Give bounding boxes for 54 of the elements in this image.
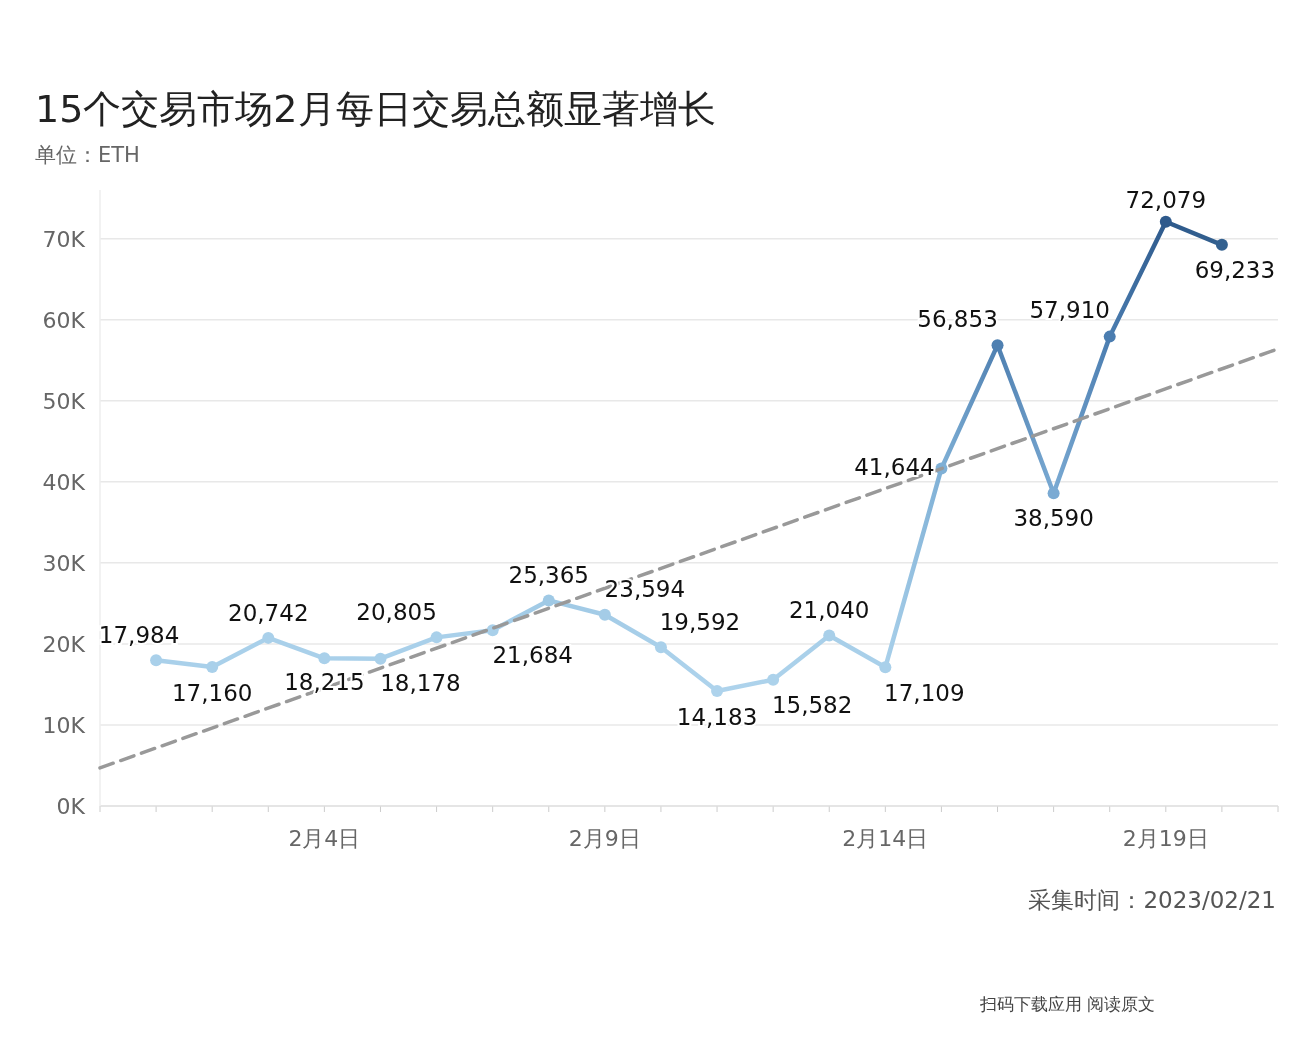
point [1047,487,1060,500]
data-label: 20,742 [228,599,309,626]
point [991,339,1004,352]
data-label: 41,644 [854,454,935,481]
y-tick-label: 60K [42,307,86,333]
chart-subtitle: 单位：ETH [35,143,140,167]
data-label: 18,178 [380,669,461,696]
x-tick-label: 2月9日 [568,826,641,851]
y-tick-label: 40K [42,469,86,495]
data-label: 19,592 [659,609,741,636]
y-tick-label: 50K [42,388,86,414]
data-label: 38,590 [1013,505,1094,532]
point [879,661,892,674]
x-tick-label: 2月19日 [1122,826,1209,851]
data-label: 15,582 [771,691,853,718]
point [430,631,443,644]
text: 扫码下载应用 阅读原文 [978,994,1155,1014]
point [542,594,555,607]
data-label: 56,853 [917,306,998,333]
data-label: 20,805 [356,599,437,626]
point [1103,330,1116,343]
data-label: 72,079 [1125,186,1207,213]
data-label: 17,109 [884,680,965,707]
point [1215,238,1228,251]
y-tick-label: 0K [56,794,86,819]
point [654,641,667,654]
data-label: 69,233 [1194,256,1276,283]
data-label: 21,684 [492,642,573,669]
data-label: 14,183 [676,704,758,731]
point [374,652,387,665]
point [598,608,611,621]
point [711,685,724,698]
point [150,654,163,667]
x-tick-label: 2月4日 [288,826,361,851]
data-label: 23,594 [604,575,686,602]
point [1159,215,1172,228]
data-label: 57,910 [1029,296,1110,323]
point [823,629,836,642]
point [206,660,219,673]
text: 采集时间：2023/02/21 [1028,887,1276,913]
point [767,673,780,686]
y-tick-label: 20K [42,631,86,657]
y-tick-label: 10K [42,712,86,738]
data-label: 17,984 [98,622,180,649]
data-label: 21,040 [789,597,870,624]
data-label: 17,160 [171,679,253,706]
y-tick-label: 70K [42,226,86,252]
data-label: 18,215 [284,669,365,696]
x-tick-label: 2月14日 [842,826,929,851]
point [318,652,331,665]
point [262,631,275,644]
y-tick-label: 30K [42,550,86,576]
chart-title: 15个交易市场2月每日交易总额显著增长 [35,87,716,131]
data-label: 25,365 [508,562,589,589]
